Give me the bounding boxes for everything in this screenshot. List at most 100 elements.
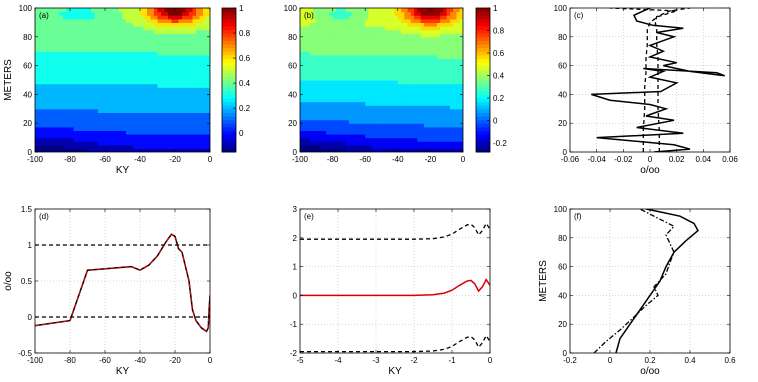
y-tick-label: -0.5 bbox=[18, 349, 32, 358]
y-axis-label: METERS bbox=[538, 260, 549, 302]
x-tick-label: -60 bbox=[99, 356, 111, 365]
y-tick-label: 1.5 bbox=[21, 205, 33, 214]
colorbar-tick-label: 0.4 bbox=[493, 72, 505, 81]
x-tick-label: -3 bbox=[372, 356, 380, 365]
x-axis-label: o/oo bbox=[640, 366, 660, 377]
y-tick-label: 1 bbox=[293, 263, 298, 272]
colorbar-tick-label: -0.2 bbox=[493, 139, 507, 148]
panel-a: 0 0.2 0.4 0.6 0.8 1 -100 -80 -60 -40 -20 0 0 20 40 60 80… bbox=[3, 4, 251, 176]
y-tick-label: 80 bbox=[23, 33, 32, 42]
x-tick-label: -80 bbox=[64, 155, 76, 164]
y-tick-label: -1 bbox=[290, 320, 298, 329]
x-axis-label: KY bbox=[116, 165, 130, 176]
x-tick-label: 0 bbox=[208, 356, 213, 365]
y-tick-label: 0 bbox=[28, 148, 33, 157]
x-tick-label: -20 bbox=[169, 155, 181, 164]
colorbar: -0.2 0 0.2 0.4 0.6 0.8 1 bbox=[475, 4, 507, 153]
series-line-1 bbox=[300, 278, 490, 297]
colorbar-tick-label: 0.8 bbox=[493, 27, 505, 36]
y-tick-label: 3 bbox=[293, 205, 298, 214]
x-tick-label: -1 bbox=[448, 356, 456, 365]
x-tick-label: -80 bbox=[327, 155, 339, 164]
colorbar-tick-label: 0 bbox=[493, 117, 498, 126]
panel-label: (b) bbox=[304, 11, 314, 20]
y-tick-label: 100 bbox=[554, 205, 568, 214]
x-axis-label: o/oo bbox=[640, 165, 660, 176]
x-tick-label: 0 bbox=[648, 155, 653, 164]
x-tick-label: -20 bbox=[169, 356, 181, 365]
y-tick-label: 80 bbox=[558, 33, 567, 42]
series-line-3 bbox=[654, 8, 691, 152]
y-tick-label: 40 bbox=[558, 291, 567, 300]
y-tick-label: 60 bbox=[558, 263, 567, 272]
y-tick-label: 40 bbox=[288, 90, 297, 99]
panel-label: (e) bbox=[304, 212, 314, 221]
x-tick-label: 0 bbox=[461, 155, 466, 164]
y-tick-label: 80 bbox=[558, 234, 567, 243]
panel-label: (d) bbox=[39, 212, 49, 221]
series-line-1 bbox=[591, 8, 725, 152]
panel-label: (c) bbox=[574, 11, 584, 20]
x-tick-label: -40 bbox=[392, 155, 404, 164]
series-line-2 bbox=[35, 233, 210, 333]
panel-label: (f) bbox=[574, 212, 582, 221]
x-tick-label: 0 bbox=[488, 356, 493, 365]
panel-c: -0.06 -0.04 -0.02 0 0.02 0.04 0.06 0 20 40 60 80 100… bbox=[554, 4, 739, 176]
y-tick-label: 80 bbox=[288, 33, 297, 42]
series-line-1 bbox=[615, 209, 699, 353]
y-tick-label: 40 bbox=[23, 90, 32, 99]
series-line-2 bbox=[593, 209, 676, 353]
x-tick-label: -20 bbox=[425, 155, 437, 164]
y-tick-label: 40 bbox=[558, 90, 567, 99]
colorbar-tick-label: 0.6 bbox=[493, 49, 505, 58]
panel-e: -5 -4 -3 -2 -1 0 -2 -1 0 1 2 3 KY (e) bbox=[290, 205, 493, 377]
y-tick-label: 0 bbox=[293, 291, 298, 300]
colorbar-tick-label: 0.6 bbox=[239, 54, 251, 63]
x-tick-label: 0.4 bbox=[684, 356, 696, 365]
x-tick-label: -100 bbox=[27, 155, 44, 164]
x-tick-label: 0 bbox=[608, 356, 613, 365]
x-tick-label: -0.02 bbox=[614, 155, 633, 164]
x-tick-label: -60 bbox=[99, 155, 111, 164]
y-tick-label: 20 bbox=[558, 119, 567, 128]
x-axis-label: KY bbox=[116, 366, 130, 377]
colorbar: 0 0.2 0.4 0.6 0.8 1 bbox=[221, 4, 251, 153]
colorbar-tick-label: 0.2 bbox=[239, 104, 251, 113]
panel-label: (a) bbox=[39, 11, 49, 20]
x-tick-label: -2 bbox=[410, 356, 418, 365]
x-tick-label: 0.04 bbox=[696, 155, 712, 164]
x-tick-label: -5 bbox=[296, 356, 304, 365]
x-tick-label: -4 bbox=[334, 356, 342, 365]
y-tick-label: 2 bbox=[293, 234, 298, 243]
colorbar-tick-label: 0.8 bbox=[239, 29, 251, 38]
colorbar-tick-label: 0.4 bbox=[239, 79, 251, 88]
x-tick-label: -0.04 bbox=[588, 155, 607, 164]
series-line-3 bbox=[300, 334, 490, 353]
x-tick-label: -100 bbox=[27, 356, 44, 365]
panel-d: -100 -80 -60 -40 -20 0 -0.5 0 0.5 1 1.5 KY o/oo (d) bbox=[3, 205, 213, 377]
y-tick-label: 1 bbox=[28, 241, 33, 250]
y-tick-label: 20 bbox=[23, 119, 32, 128]
x-tick-label: -40 bbox=[134, 155, 146, 164]
y-axis-label: o/oo bbox=[3, 271, 14, 291]
colorbar-tick-label: 0.2 bbox=[493, 94, 505, 103]
y-tick-label: 60 bbox=[558, 62, 567, 71]
y-tick-label: 100 bbox=[284, 4, 298, 13]
y-tick-label: 60 bbox=[288, 62, 297, 71]
series-line-2 bbox=[300, 222, 490, 240]
x-tick-label: -100 bbox=[292, 155, 309, 164]
y-tick-label: 60 bbox=[23, 62, 32, 71]
x-tick-label: 0 bbox=[208, 155, 213, 164]
y-tick-label: -2 bbox=[290, 349, 298, 358]
colorbar-tick-label: 1 bbox=[493, 4, 498, 13]
x-axis-label: KY bbox=[388, 366, 402, 377]
y-tick-label: 0.5 bbox=[21, 277, 33, 286]
y-tick-label: 0 bbox=[563, 148, 568, 157]
x-tick-label: 0.06 bbox=[722, 155, 738, 164]
panel-b: -0.2 0 0.2 0.4 0.6 0.8 1 -100 -80 -60 -40 -20 0 0 20 40… bbox=[284, 4, 508, 164]
x-tick-label: 0.02 bbox=[669, 155, 685, 164]
contour-field bbox=[35, 8, 210, 152]
series-line-2 bbox=[609, 8, 677, 152]
